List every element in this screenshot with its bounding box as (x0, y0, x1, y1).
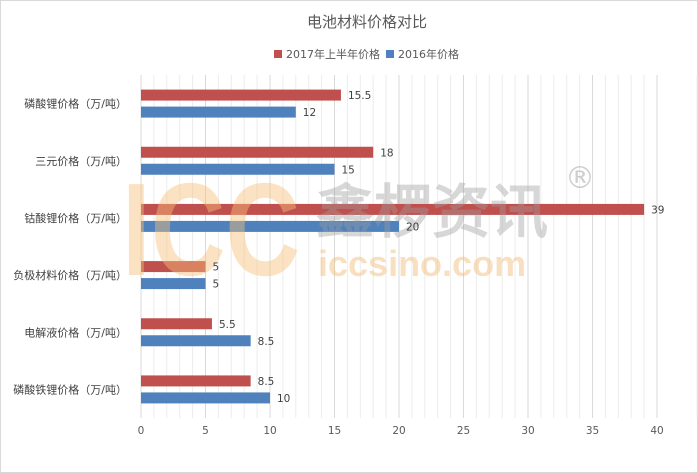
x-tick-label: 15 (328, 425, 341, 437)
category-labels: 磷酸锂价格（万/吨） 三元价格（万/吨） 钴酸锂价格（万/吨） 负极材料价格（万/吨）… (13, 97, 127, 397)
data-label-series-2: 10 (277, 393, 290, 405)
bar-series-2 (141, 335, 251, 347)
x-tick-label: 10 (263, 425, 276, 437)
data-label-series-2: 5 (213, 279, 220, 291)
bar-series-2 (141, 220, 399, 232)
x-tick-label: 30 (521, 425, 534, 437)
bar-series-1 (141, 89, 341, 101)
bar-series-1 (141, 318, 212, 330)
bar-series-2 (141, 392, 270, 404)
x-tick-label: 5 (202, 425, 209, 437)
category-label: 磷酸铁锂价格（万/吨） (13, 382, 127, 396)
data-label-series-2: 15 (342, 164, 355, 176)
x-tick-label: 20 (392, 425, 405, 437)
bar-series-1 (141, 261, 206, 273)
chart-title: 电池材料价格对比 (307, 13, 427, 31)
x-tick-labels: 0 5 10 15 20 25 30 35 40 (138, 425, 664, 437)
category-label: 磷酸锂价格（万/吨） (24, 97, 127, 111)
category-label: 钴酸锂价格（万/吨） (24, 211, 127, 225)
legend: 2017年上半年价格 2016年价格 (274, 47, 459, 61)
data-label-series-1: 8.5 (258, 376, 275, 388)
data-label-series-1: 15.5 (348, 90, 371, 102)
bar-series-1 (141, 375, 251, 387)
gridlines (140, 75, 698, 418)
bar-series-1 (141, 203, 645, 215)
category-label: 负极材料价格（万/吨） (13, 268, 127, 282)
x-tick-label: 35 (586, 425, 599, 437)
data-label-series-1: 5.5 (219, 319, 236, 331)
data-label-series-1: 39 (651, 204, 664, 216)
legend-label-series-1: 2017年上半年价格 (286, 47, 380, 61)
bar-series-1 (141, 146, 374, 158)
category-label: 三元价格（万/吨） (35, 154, 127, 168)
x-tick-label: 0 (138, 425, 145, 437)
x-tick-label: 25 (457, 425, 470, 437)
legend-swatch-series-2 (386, 50, 394, 58)
data-label-series-1: 18 (380, 147, 393, 159)
data-label-series-2: 20 (406, 221, 419, 233)
data-label-series-1: 5 (213, 262, 220, 274)
bar-series-2 (141, 163, 335, 175)
legend-swatch-series-1 (274, 50, 282, 58)
category-label: 电解液价格（万/吨） (24, 325, 127, 339)
bar-series-2 (141, 278, 206, 290)
bar-series-2 (141, 106, 296, 118)
legend-label-series-2: 2016年价格 (398, 47, 459, 61)
bars (141, 89, 645, 404)
x-tick-label: 40 (650, 425, 663, 437)
data-label-series-2: 8.5 (258, 336, 275, 348)
data-label-series-2: 12 (303, 107, 316, 119)
